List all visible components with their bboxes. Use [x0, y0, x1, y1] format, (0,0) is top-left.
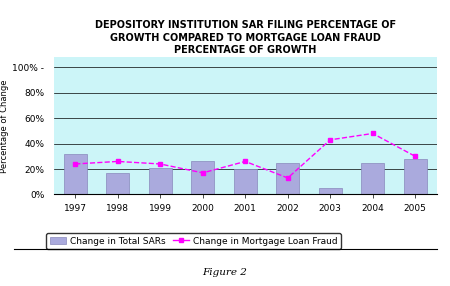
Bar: [191, 161, 215, 194]
Bar: [234, 169, 257, 194]
Bar: [319, 188, 342, 194]
Bar: [276, 163, 299, 194]
Bar: [361, 163, 384, 194]
Legend: Change in Total SARs, Change in Mortgage Loan Fraud: Change in Total SARs, Change in Mortgage…: [46, 233, 341, 249]
Bar: [63, 154, 87, 194]
Text: Figure 2: Figure 2: [202, 269, 248, 277]
Title: DEPOSITORY INSTITUTION SAR FILING PERCENTAGE OF
GROWTH COMPARED TO MORTGAGE LOAN: DEPOSITORY INSTITUTION SAR FILING PERCEN…: [94, 20, 396, 55]
Bar: [148, 168, 172, 194]
Bar: [404, 159, 427, 194]
Bar: [106, 173, 130, 194]
Y-axis label: Percentage of Change: Percentage of Change: [0, 79, 9, 172]
